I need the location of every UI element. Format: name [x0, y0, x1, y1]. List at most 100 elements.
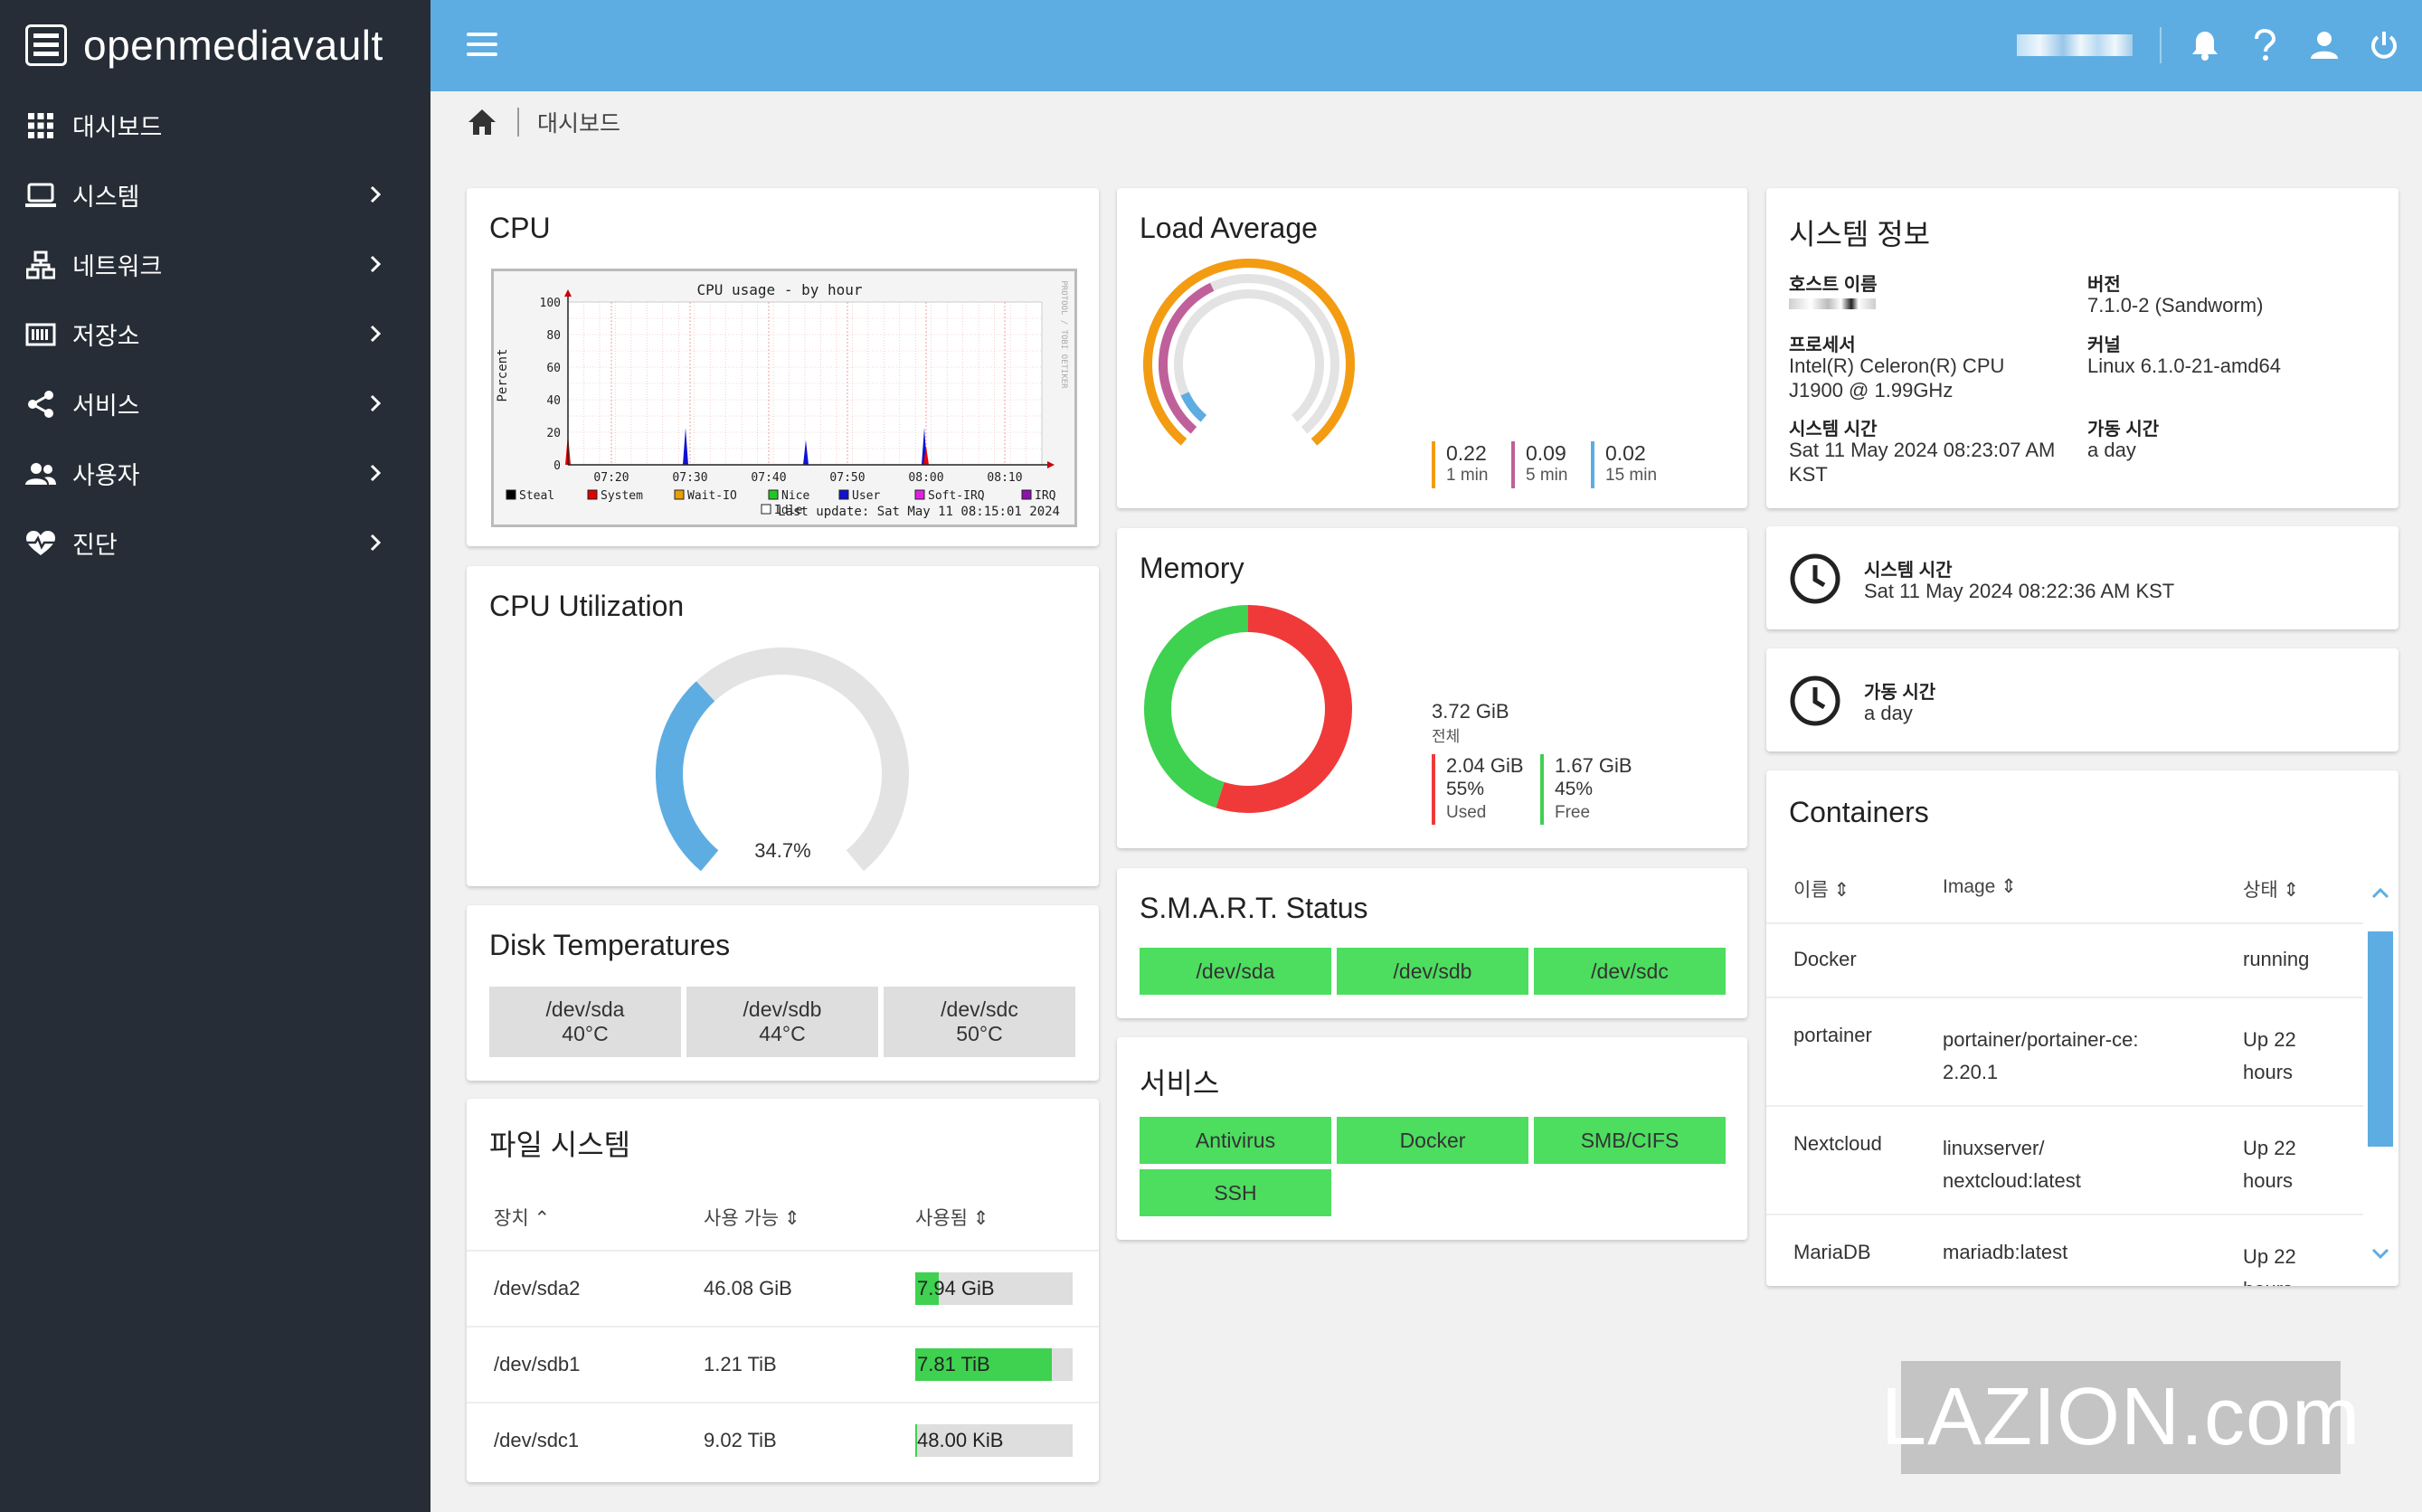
legend-swatch — [506, 489, 516, 500]
chevron-up-icon[interactable] — [2370, 886, 2390, 899]
heart-pulse-icon — [25, 528, 56, 559]
smart-device-tile[interactable]: /dev/sdc — [1534, 948, 1726, 995]
column-header-used[interactable]: 사용됨 ⇕ — [915, 1208, 989, 1229]
column-header-name[interactable]: 이름 ⇕ — [1793, 880, 1850, 901]
sidebar-item-storage[interactable]: 저장소 — [0, 299, 430, 369]
fs-available: 9.02 TiB — [704, 1429, 777, 1451]
service-tile-ssh[interactable]: SSH — [1140, 1169, 1331, 1216]
system-info-title: 시스템 정보 — [1789, 218, 1931, 250]
legend-swatch — [674, 489, 685, 500]
cpu-spike — [683, 427, 688, 465]
sidebar-item-diagnostics[interactable]: 진단 — [0, 508, 430, 578]
smart-device-tile[interactable]: /dev/sda — [1140, 948, 1331, 995]
column-header-image[interactable]: Image ⇕ — [1943, 876, 2017, 897]
cpu-utilization-value: 34.7% — [754, 839, 811, 862]
sidebar-item-services[interactable]: 서비스 — [0, 369, 430, 439]
sidebar-item-system[interactable]: 시스템 — [0, 160, 430, 230]
fs-available: 46.08 GiB — [704, 1277, 792, 1299]
help-icon[interactable] — [2248, 27, 2281, 63]
share-icon — [25, 389, 56, 420]
sidebar-item-label: 시스템 — [72, 184, 140, 211]
cpu-card-title: CPU — [489, 212, 551, 244]
disk-temp-value: 44°C — [759, 1022, 806, 1045]
uptime-label: 가동 시간 — [2087, 420, 2160, 439]
sidebar: openmediavault 대시보드 시스템 네트워크 — [0, 0, 430, 1512]
home-icon[interactable] — [467, 107, 497, 137]
sidebar-item-users[interactable]: 사용자 — [0, 439, 430, 508]
load-average-gauge — [1143, 259, 1355, 446]
uptime-widget-value: a day — [1864, 702, 1913, 724]
x-tick-label: 07:40 — [751, 471, 786, 485]
legend-swatch — [587, 489, 598, 500]
service-tile-antivirus[interactable]: Antivirus — [1140, 1117, 1331, 1164]
column-header-device[interactable]: 장치 ⌃ — [494, 1208, 551, 1229]
brand[interactable]: openmediavault — [25, 20, 383, 71]
service-tile-smb[interactable]: SMB/CIFS — [1534, 1117, 1726, 1164]
storage-icon — [25, 319, 56, 350]
legend-swatch — [1021, 489, 1032, 500]
container-name: MariaDB — [1793, 1241, 1871, 1263]
y-tick-label: 80 — [546, 329, 561, 343]
topbar — [430, 0, 2422, 91]
smart-device-tile[interactable]: /dev/sdb — [1337, 948, 1528, 995]
scrollbar[interactable] — [2368, 886, 2393, 1271]
load-average-title: Load Average — [1140, 212, 1318, 244]
container-name: Docker — [1793, 948, 1857, 970]
column-header-status[interactable]: 상태 ⇕ — [2243, 880, 2300, 901]
cpu-spike — [923, 446, 929, 465]
legend-label: Steal — [519, 489, 554, 503]
column-header-available[interactable]: 사용 가능 ⇕ — [704, 1208, 800, 1229]
chevron-right-icon — [370, 464, 382, 482]
legend-label: Soft-IRQ — [928, 489, 985, 503]
cpu-usage-graph: CPU usage - by hour Percent PROTOOL / TO… — [491, 269, 1077, 527]
user-icon[interactable] — [2308, 27, 2341, 63]
smart-status-title: S.M.A.R.T. Status — [1140, 892, 1368, 924]
chevron-down-icon[interactable] — [2370, 1248, 2390, 1261]
disk-temperatures-card: Disk Temperatures /dev/sda 40°C /dev/sdb… — [467, 905, 1099, 1081]
legend-swatch — [838, 489, 849, 500]
power-icon[interactable] — [2368, 27, 2400, 63]
legend-swatch — [914, 489, 925, 500]
fs-used-bar: 7.81 TiB — [915, 1348, 1073, 1381]
legend-swatch — [761, 504, 771, 515]
graph-title: CPU usage - by hour — [696, 281, 862, 298]
menu-toggle-icon[interactable] — [467, 33, 497, 60]
processor-label: 프로세서 — [1789, 335, 1856, 355]
fs-device: /dev/sdc1 — [494, 1429, 580, 1451]
container-name: Nextcloud — [1793, 1132, 1882, 1155]
x-tick-label: 07:20 — [593, 471, 629, 485]
container-status: Up 22 hours — [2243, 1028, 2296, 1083]
system-time-widget-label: 시스템 시간 — [1864, 561, 1953, 581]
legend-label: System — [601, 489, 643, 503]
scrollbar-thumb[interactable] — [2368, 931, 2393, 1147]
network-icon — [25, 250, 56, 280]
filesystems-card: 파일 시스템 장치 ⌃ 사용 가능 ⇕ 사용됨 ⇕ /dev/sda2 46.0… — [467, 1099, 1099, 1482]
services-card: 서비스 Antivirus Docker SMB/CIFS SSH — [1117, 1037, 1747, 1240]
load-5min: 0.09 5 min — [1511, 441, 1567, 488]
disk-temp-value: 50°C — [956, 1022, 1003, 1045]
sidebar-item-label: 진단 — [72, 532, 118, 559]
sidebar-item-network[interactable]: 네트워크 — [0, 230, 430, 299]
system-time-card: 시스템 시간 Sat 11 May 2024 08:22:36 AM KST — [1766, 526, 2398, 629]
chevron-right-icon — [370, 255, 382, 273]
fs-used: 7.94 GiB — [917, 1277, 995, 1299]
service-tile-docker[interactable]: Docker — [1337, 1117, 1528, 1164]
bell-icon[interactable] — [2189, 27, 2221, 63]
legend-swatch — [768, 489, 779, 500]
fs-used-bar: 48.00 KiB — [915, 1424, 1073, 1457]
disk-temp-value: 40°C — [562, 1022, 609, 1045]
x-tick-label: 08:10 — [987, 471, 1022, 485]
system-time-widget-value: Sat 11 May 2024 08:22:36 AM KST — [1864, 580, 2175, 602]
sidebar-item-dashboard[interactable]: 대시보드 — [0, 90, 430, 160]
hostname-label: 호스트 이름 — [1789, 275, 1878, 295]
clock-icon — [1790, 676, 1840, 726]
cpu-utilization-gauge — [656, 647, 909, 872]
container-status: Up 22 hours — [2243, 1137, 2296, 1192]
users-icon — [25, 458, 56, 489]
fs-used-bar: 7.94 GiB — [915, 1272, 1073, 1305]
memory-card: Memory 3.72 GiB 전체 2.04 GiB 55% Used 1.6… — [1117, 528, 1747, 848]
version-label: 버전 — [2087, 275, 2121, 295]
chevron-right-icon — [370, 534, 382, 552]
version-value: 7.1.0-2 (Sandworm) — [2087, 294, 2264, 317]
legend-label: IRQ — [1035, 489, 1056, 503]
